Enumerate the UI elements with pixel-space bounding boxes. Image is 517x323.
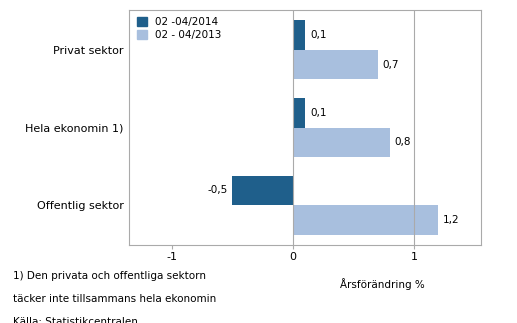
- Text: täcker inte tillsammans hela ekonomin: täcker inte tillsammans hela ekonomin: [13, 294, 216, 304]
- Bar: [293, 205, 438, 235]
- Text: Årsförändring %: Årsförändring %: [340, 278, 425, 290]
- Text: 1,2: 1,2: [443, 215, 460, 225]
- Bar: [232, 176, 293, 205]
- Bar: [293, 50, 378, 79]
- Text: 1) Den privata och offentliga sektorn: 1) Den privata och offentliga sektorn: [13, 271, 206, 281]
- Text: 0,1: 0,1: [310, 108, 326, 118]
- Text: -0,5: -0,5: [207, 185, 227, 195]
- Legend: 02 -04/2014, 02 - 04/2013: 02 -04/2014, 02 - 04/2013: [134, 15, 224, 42]
- Bar: [293, 128, 390, 157]
- Bar: [293, 98, 305, 128]
- Text: Källa: Statistikcentralen: Källa: Statistikcentralen: [13, 317, 138, 323]
- Bar: [293, 20, 305, 50]
- Text: 0,7: 0,7: [383, 60, 399, 70]
- Text: 0,1: 0,1: [310, 30, 326, 40]
- Text: 0,8: 0,8: [395, 137, 411, 147]
